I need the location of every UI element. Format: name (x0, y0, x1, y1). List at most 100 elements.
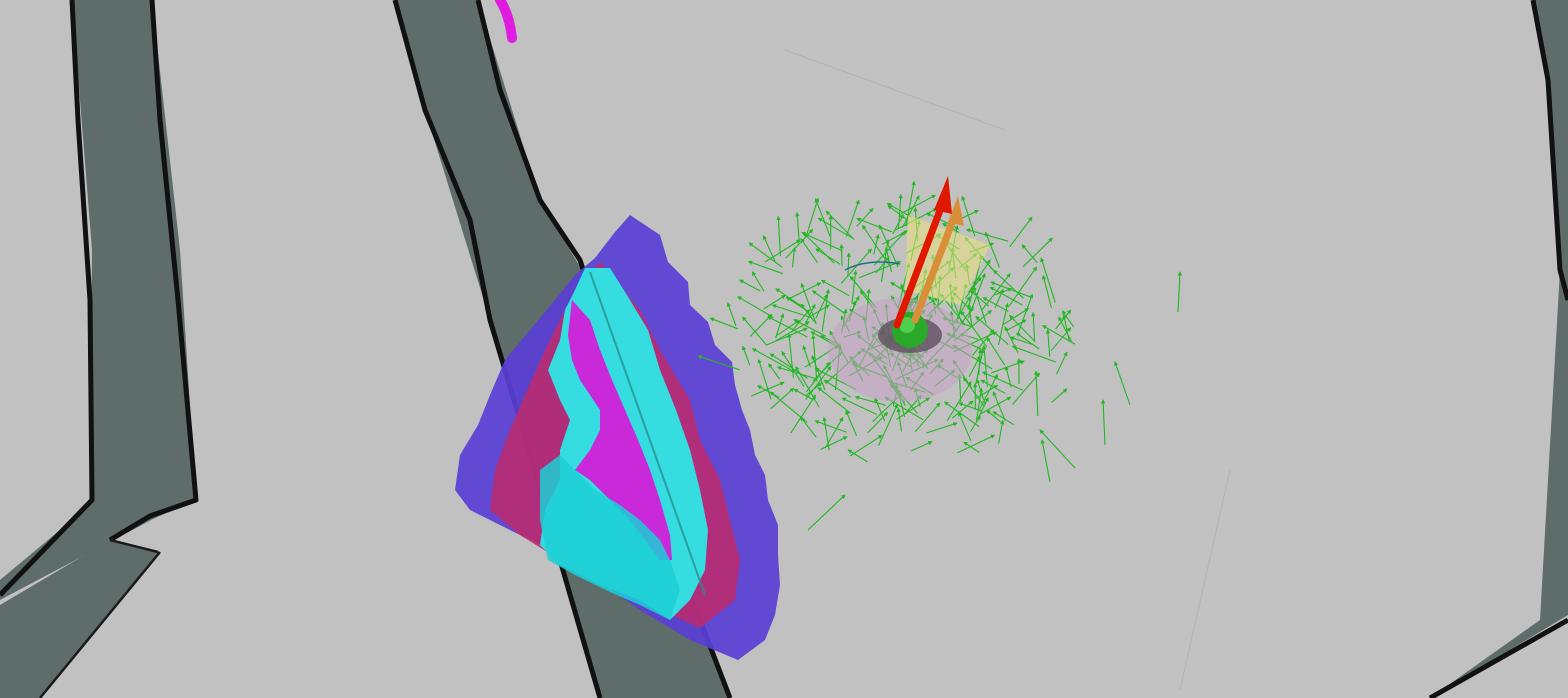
particle-arrow (849, 434, 883, 457)
particle-arrow (875, 256, 890, 274)
current-pose-arrow-head (934, 176, 952, 214)
particle-arrow (980, 379, 1006, 394)
particle-arrow (767, 316, 808, 338)
particle-arrow (763, 295, 786, 310)
particle-arrow (793, 388, 815, 401)
particle-arrow (768, 363, 780, 380)
particle-arrow (980, 396, 1012, 415)
particle-arrow (877, 403, 898, 447)
particle-arrow (751, 348, 795, 373)
costmap-lethal-lower (540, 455, 680, 620)
particle-arrow (981, 371, 1024, 391)
particle-arrow (739, 279, 761, 292)
particle-arrow (805, 197, 820, 238)
particle-arrow (814, 197, 831, 237)
particle-arrow (1002, 308, 1030, 326)
particle-arrow (845, 199, 860, 237)
particle-arrow (822, 416, 830, 451)
particle-arrow (878, 224, 899, 268)
particle-arrow (815, 293, 828, 319)
particle-arrow (958, 411, 972, 442)
particle-arrow (709, 317, 739, 330)
goal-pose-arrow-shaft (911, 211, 959, 324)
particle-arrow (851, 270, 858, 304)
particle-arrow (896, 407, 903, 432)
particle-arrow (1114, 361, 1131, 406)
particle-arrow (1017, 293, 1034, 335)
particle-arrow (1015, 332, 1040, 350)
particle-arrow (815, 248, 841, 265)
particle-arrow (873, 231, 906, 266)
particle-arrow (817, 387, 851, 414)
particle-arrow (805, 303, 816, 324)
particle-arrow (1100, 399, 1106, 446)
particle-arrow (856, 207, 874, 227)
costmap-obstacle-core (568, 300, 672, 560)
particle-arrow (1012, 372, 1040, 405)
particle-arrow (993, 269, 1024, 299)
particle-arrow (957, 434, 996, 454)
particle-arrow (887, 205, 909, 222)
particle-arrow (963, 376, 985, 407)
particle-arrow (961, 195, 976, 237)
particle-arrow (697, 355, 740, 371)
particle-arrow (1033, 370, 1039, 417)
particle-arrow (765, 327, 808, 346)
particle-arrow (914, 402, 941, 433)
particle-arrow (882, 230, 909, 245)
particle-arrow (800, 238, 818, 263)
particle-arrow (800, 282, 817, 325)
particle-arrow (749, 313, 773, 337)
particle-arrow (814, 420, 847, 433)
particle-arrow (839, 243, 844, 266)
particle-arrow (970, 290, 990, 307)
particle-arrow (1011, 345, 1057, 363)
robot-model[interactable] (828, 176, 990, 402)
particle-arrow (821, 288, 831, 332)
particle-arrow (856, 217, 892, 233)
particle-arrow (900, 194, 936, 215)
costmap-scan-line (589, 271, 706, 596)
particle-arrow (992, 391, 1006, 421)
particle-arrow (994, 288, 1004, 308)
particle-arrow (820, 436, 848, 451)
particle-arrow (1056, 351, 1068, 375)
particle-arrow (890, 282, 908, 293)
particle-arrow (775, 313, 785, 339)
particle-arrow (820, 279, 850, 297)
particle-arrow (858, 260, 902, 279)
particle-arrow (791, 247, 797, 268)
particle-arrow (776, 366, 817, 380)
particle-arrow (804, 382, 823, 397)
right-wall (1428, 0, 1568, 698)
particle-arrow (910, 441, 933, 452)
particle-arrow (795, 366, 820, 408)
particle-arrow (845, 410, 858, 437)
particle-arrow (970, 415, 981, 432)
particle-arrow (976, 378, 986, 405)
particle-arrow (748, 242, 783, 268)
particle-arrow (963, 441, 980, 453)
particle-arrow (992, 411, 1014, 426)
particle-arrow (824, 416, 844, 449)
particle-arrow (1055, 309, 1072, 330)
particle-arrow (741, 345, 751, 366)
particle-arrow (1006, 319, 1027, 331)
particle-arrow (841, 397, 877, 415)
local-costmap (455, 215, 780, 660)
particle-arrow (926, 422, 958, 434)
particle-arrow (807, 494, 846, 531)
particle-arrow (991, 360, 1025, 374)
particle-arrow (1004, 365, 1012, 388)
particle-arrow (1022, 237, 1053, 268)
particle-arrow (802, 345, 811, 368)
particle-arrow (1040, 439, 1051, 483)
particle-arrow (984, 231, 1001, 268)
particle-arrow (795, 211, 800, 242)
particle-arrow (951, 400, 974, 419)
particle-arrow (790, 309, 811, 333)
particle-arrow (1177, 271, 1183, 313)
